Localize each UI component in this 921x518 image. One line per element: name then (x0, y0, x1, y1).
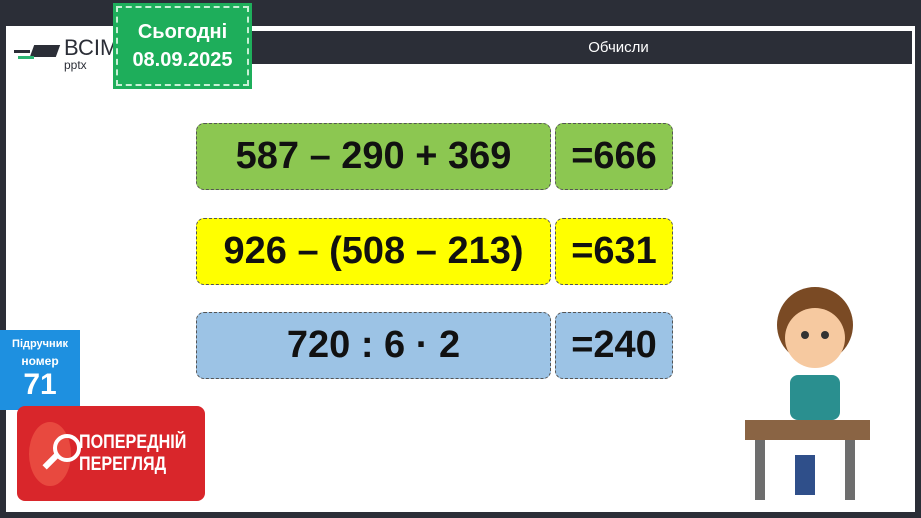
answer: =666 (555, 123, 673, 190)
preview-line1: ПОПЕРЕДНІЙ (78, 431, 187, 453)
preview-line2: ПЕРЕГЛЯД (78, 453, 166, 475)
answer: =631 (555, 218, 673, 285)
textbook-badge: Підручник номер 71 (0, 330, 80, 410)
number-label: номер (21, 354, 59, 368)
logo: ВСІМ pptx (14, 37, 118, 72)
expression: 720 : 6 · 2 (196, 312, 551, 379)
date-label: Сьогодні (137, 21, 228, 43)
boy-at-desk-illustration (745, 287, 870, 500)
page-title: Обчисли (588, 39, 649, 56)
expression-row: 926 – (508 – 213) =631 (196, 218, 673, 285)
expression: 926 – (508 – 213) (196, 218, 551, 285)
magnifier-icon (29, 421, 81, 486)
answer: =240 (555, 312, 673, 379)
preview-button[interactable]: ПОПЕРЕДНІЙ ПЕРЕГЛЯД (17, 406, 205, 501)
graduation-cap-icon (14, 42, 60, 68)
textbook-number: 71 (23, 368, 57, 401)
date-badge: Сьогодні 08.09.2025 (113, 3, 252, 89)
expression-row: 720 : 6 · 2 =240 (196, 312, 673, 379)
textbook-label: Підручник (12, 338, 68, 350)
expression-row: 587 – 290 + 369 =666 (196, 123, 673, 190)
date-value: 08.09.2025 (132, 49, 233, 71)
expression: 587 – 290 + 369 (196, 123, 551, 190)
title-bar: Обчисли (245, 31, 912, 64)
